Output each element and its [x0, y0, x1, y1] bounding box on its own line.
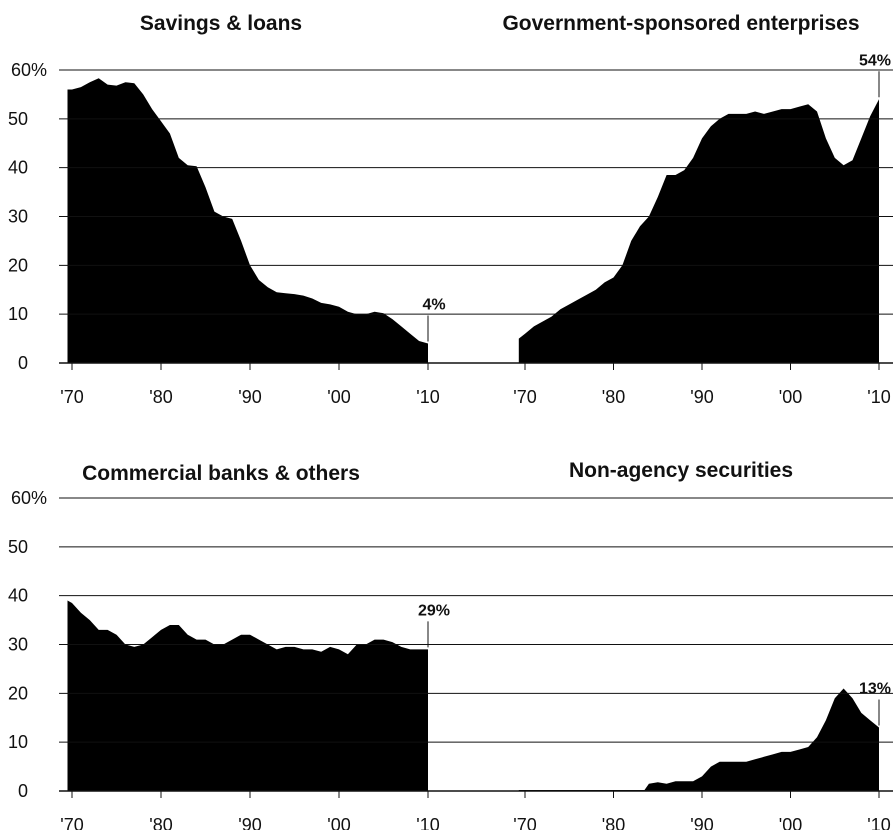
- title-non-agency: Non-agency securities: [569, 459, 793, 482]
- x-tick-label: '80: [149, 387, 172, 407]
- y-tick-label: 40: [8, 586, 28, 606]
- annotation-label: 29%: [418, 602, 450, 619]
- x-tick-label: '10: [416, 815, 439, 830]
- y-tick-label: 20: [8, 255, 28, 275]
- y-tick-label: 60%: [11, 488, 47, 508]
- y-tick-label: 20: [8, 683, 28, 703]
- y-tick-label: 40: [8, 158, 28, 178]
- x-tick-label: '70: [60, 815, 83, 830]
- x-tick-label: '10: [867, 815, 890, 830]
- x-tick-label: '90: [238, 815, 261, 830]
- x-tick-label: '00: [327, 815, 350, 830]
- y-tick-label: 30: [8, 635, 28, 655]
- title-commercial-banks: Commercial banks & others: [82, 462, 360, 485]
- x-tick-label: '70: [513, 387, 536, 407]
- y-tick-label: 0: [18, 781, 28, 801]
- x-tick-label: '90: [238, 387, 261, 407]
- x-tick-label: '70: [513, 815, 536, 830]
- area-series-2: [67, 600, 428, 791]
- y-tick-label: 60%: [11, 60, 47, 80]
- x-tick-label: '90: [690, 815, 713, 830]
- title-gse: Government-sponsored enterprises: [502, 12, 859, 35]
- x-tick-label: '80: [602, 815, 625, 830]
- y-tick-label: 10: [8, 304, 28, 324]
- area-series-1: [518, 99, 879, 364]
- x-tick-label: '80: [149, 815, 172, 830]
- annotation-label: 13%: [859, 681, 891, 698]
- x-tick-label: '10: [416, 387, 439, 407]
- y-tick-label: 50: [8, 537, 28, 557]
- x-tick-label: '10: [867, 387, 890, 407]
- x-tick-label: '90: [690, 387, 713, 407]
- x-tick-label: '70: [60, 387, 83, 407]
- y-tick-label: 0: [18, 353, 28, 373]
- y-tick-label: 50: [8, 109, 28, 129]
- area-series-3: [518, 688, 879, 791]
- y-tick-label: 30: [8, 207, 28, 227]
- annotation-label: 4%: [422, 296, 445, 313]
- y-tick-label: 10: [8, 732, 28, 752]
- x-tick-label: '00: [327, 387, 350, 407]
- x-tick-label: '00: [779, 387, 802, 407]
- area-series-0: [67, 78, 428, 364]
- x-tick-label: '80: [602, 387, 625, 407]
- annotation-label: 54%: [859, 52, 891, 69]
- title-savings-loans: Savings & loans: [140, 12, 302, 35]
- x-tick-label: '00: [779, 815, 802, 830]
